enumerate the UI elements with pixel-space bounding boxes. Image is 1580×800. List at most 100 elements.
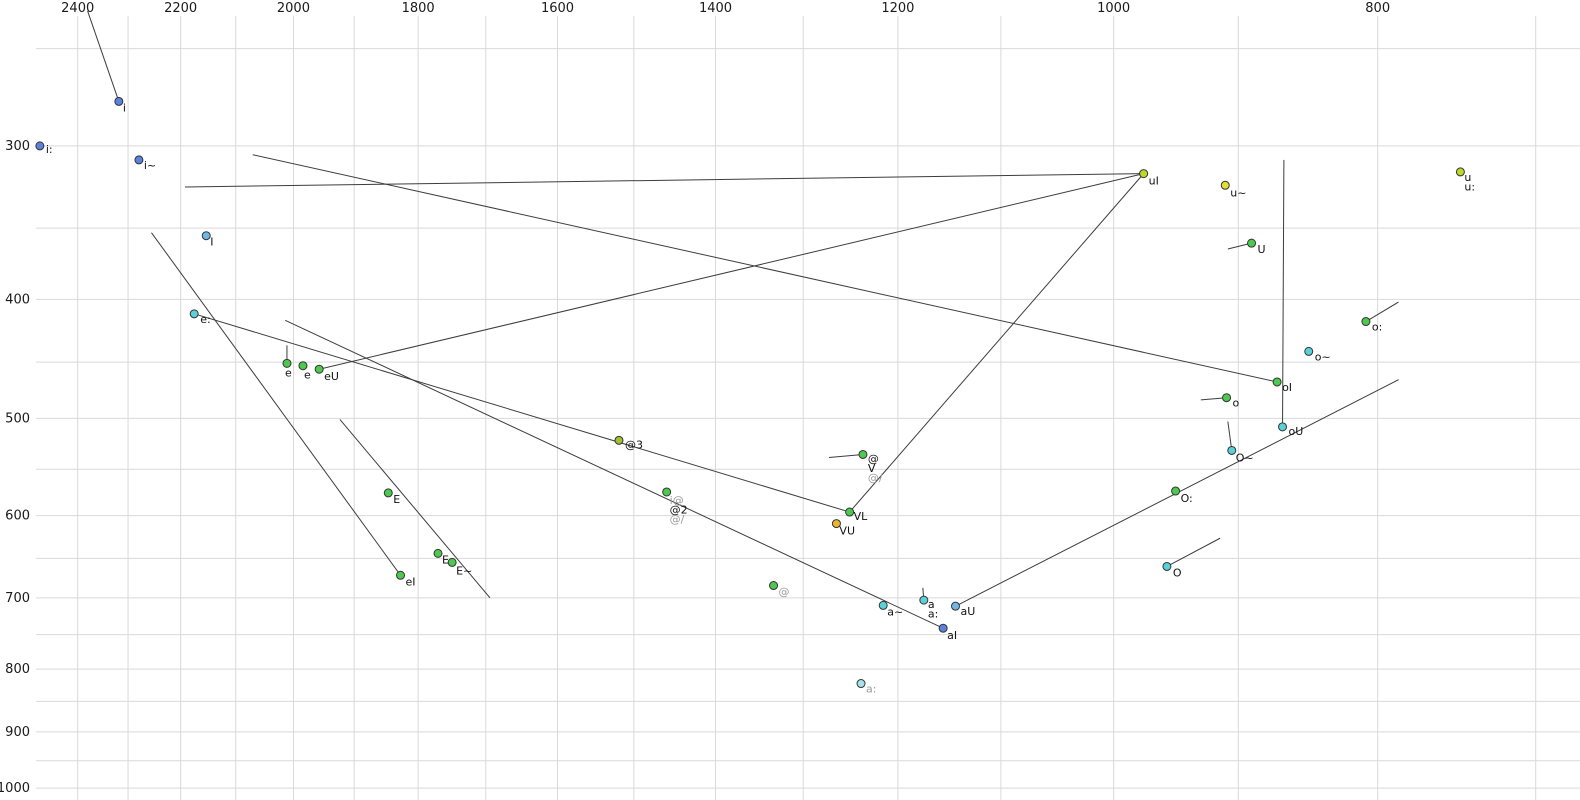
point-label: O~ (1236, 451, 1254, 464)
data-point (447, 557, 457, 567)
point-label: a (928, 598, 935, 611)
x-tick-label: 2200 (164, 1, 197, 16)
data-point (1361, 317, 1371, 327)
point-label: i: (46, 143, 53, 156)
trajectory-line (252, 154, 1278, 383)
data-point (314, 364, 324, 374)
point-label: @ (779, 586, 790, 599)
point-label: e (285, 366, 292, 379)
trajectory-line (1365, 301, 1399, 322)
data-point (282, 358, 292, 368)
x-tick-label: 1800 (402, 1, 435, 16)
data-point (769, 581, 779, 591)
data-point (831, 519, 841, 529)
point-label: @/ (670, 513, 685, 526)
x-tick-label: 2000 (277, 1, 310, 16)
trajectory-line (339, 419, 491, 599)
data-point (1222, 393, 1232, 403)
point-label: u: (1464, 180, 1475, 193)
point-label: E (393, 493, 400, 506)
point-label: o~ (1315, 350, 1331, 363)
y-tick-label: 700 (5, 591, 30, 606)
point-label: E~ (456, 564, 472, 577)
trajectory-line (319, 173, 1144, 370)
data-point (1220, 180, 1230, 190)
data-point (189, 309, 199, 319)
y-tick-label: 1000 (0, 781, 30, 796)
data-point (298, 361, 308, 371)
trajectory-line (1282, 159, 1285, 427)
y-tick-label: 300 (5, 139, 30, 154)
data-point (1278, 422, 1288, 432)
data-point (845, 507, 855, 517)
point-label: a: (866, 683, 876, 696)
x-tick-label: 800 (1365, 1, 1390, 16)
trajectory-line (87, 10, 120, 102)
trajectory-line (184, 173, 1144, 188)
point-label: u~ (1230, 186, 1246, 199)
x-tick-label: 1400 (699, 1, 732, 16)
data-point (878, 600, 888, 610)
y-tick-label: 500 (5, 411, 30, 426)
trajectory-line (284, 319, 944, 629)
point-label: @/ (868, 471, 883, 484)
point-label: @3 (625, 438, 643, 451)
data-point (950, 601, 960, 611)
point-label: i~ (144, 159, 156, 172)
data-point (134, 155, 144, 165)
data-point (938, 623, 948, 633)
point-label: I (210, 236, 213, 249)
point-label: o: (1372, 321, 1382, 334)
point-label: @2 (670, 503, 688, 516)
point-label: O: (1181, 492, 1193, 505)
point-label: E (442, 553, 449, 566)
point-label: e (304, 369, 311, 382)
data-point (396, 570, 406, 580)
data-point (856, 679, 866, 689)
data-point (1272, 377, 1282, 387)
data-point (1304, 346, 1314, 356)
trajectory-line (1227, 421, 1233, 451)
data-point (114, 96, 124, 106)
point-label: O (1173, 566, 1182, 579)
point-label: @ (868, 452, 879, 465)
data-point (1455, 167, 1465, 177)
data-point (35, 141, 45, 151)
y-tick-label: 800 (5, 662, 30, 677)
data-point (662, 487, 672, 497)
data-point (1247, 238, 1257, 248)
point-label: e: (200, 313, 210, 326)
y-tick-label: 400 (5, 292, 30, 307)
point-label: o (1233, 397, 1240, 410)
y-tick-label: 600 (5, 509, 30, 524)
data-point (383, 488, 393, 498)
x-tick-label: 1600 (541, 1, 574, 16)
point-label: eU (324, 370, 339, 383)
point-label: aI (947, 629, 957, 642)
point-label: U (1258, 243, 1266, 256)
x-tick-label: 2400 (61, 1, 94, 16)
point-label: aU (960, 605, 975, 618)
y-tick-label: 900 (5, 725, 30, 740)
data-point (1171, 486, 1181, 496)
trajectory-line (151, 232, 401, 576)
point-label: a: (928, 608, 938, 621)
point-label: i@ (670, 494, 684, 507)
data-point (858, 449, 868, 459)
data-point (1162, 561, 1172, 571)
point-label: VU (839, 525, 855, 538)
data-point (919, 595, 929, 605)
x-tick-label: 1200 (881, 1, 914, 16)
point-label: oU (1289, 425, 1304, 438)
point-label: u (1464, 171, 1471, 184)
point-label: i (123, 101, 126, 114)
point-label: a~ (887, 605, 903, 618)
x-tick-label: 1000 (1097, 1, 1130, 16)
data-point (1227, 445, 1237, 455)
point-label: VL (854, 510, 869, 523)
trajectory-line (194, 313, 850, 513)
trajectory-line (828, 453, 863, 458)
point-label: V (868, 462, 876, 475)
